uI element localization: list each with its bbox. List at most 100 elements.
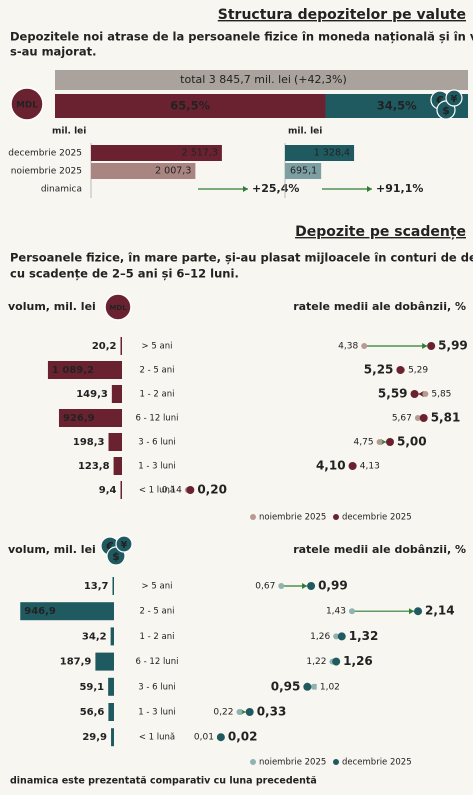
rate-label: 5,29 — [408, 366, 428, 376]
arrow-head — [367, 186, 372, 192]
volume-label: 926,9 — [63, 413, 95, 424]
rate-label: 0,95 — [271, 679, 301, 693]
volume-bar — [120, 481, 122, 499]
rate-label: 5,67 — [392, 414, 412, 424]
volume-bar — [120, 337, 122, 355]
volume-title: volum, mil. lei — [8, 300, 96, 313]
category-label: 1 - 2 ani — [140, 390, 175, 400]
currency-symbol: ¥ — [451, 94, 458, 105]
rate-dot — [307, 582, 316, 590]
volume-label: 9,4 — [99, 485, 117, 496]
rate-label: 0,22 — [213, 708, 233, 718]
arrow-head — [302, 583, 308, 589]
volume-label: 198,3 — [73, 437, 105, 448]
volume-label: 29,9 — [82, 732, 107, 743]
legend-dot — [333, 759, 339, 765]
row-label: noiembrie 2025 — [11, 167, 82, 177]
currency-symbol: € — [105, 540, 114, 553]
volume-bar — [113, 457, 122, 475]
category-label: < 1 lună — [139, 733, 175, 743]
rate-dot — [310, 683, 317, 690]
volume-bar — [108, 677, 114, 696]
rate-dot — [186, 486, 195, 494]
volume-label: 1 089,2 — [52, 365, 94, 376]
volume-bar — [108, 703, 114, 721]
volume-label: 187,9 — [60, 657, 92, 668]
volume-label: 149,3 — [76, 389, 108, 400]
rate-dot — [419, 414, 428, 422]
footnote: dinamica este prezentată comparativ cu l… — [10, 776, 317, 787]
rate-label: 2,14 — [425, 604, 455, 618]
bar — [91, 145, 222, 161]
rate-dot — [348, 608, 355, 615]
unit-label: mil. lei — [52, 127, 86, 137]
legend-label: noiembrie 2025 — [259, 513, 326, 523]
rate-dot — [278, 583, 285, 589]
bar — [285, 163, 322, 179]
rate-label: 1,43 — [326, 607, 346, 617]
volume-label: 123,8 — [78, 461, 110, 472]
bar-label: 695,1 — [290, 166, 317, 177]
bar — [285, 145, 355, 161]
rate-label: 0,01 — [194, 733, 214, 743]
subtitle: cu scadențe de 2–5 ani și 6–12 luni. — [10, 267, 239, 281]
arrow-head — [418, 391, 424, 397]
total-label: total 3 845,7 mil. lei — [180, 73, 291, 86]
rate-dot — [414, 415, 421, 421]
bar-label: 2 007,3 — [155, 166, 191, 177]
category-label: > 5 ani — [142, 342, 173, 352]
rate-label: 5,00 — [397, 435, 427, 449]
rate-dot — [361, 343, 368, 349]
volume-bar — [110, 627, 114, 646]
unit-label: mil. lei — [288, 127, 322, 137]
category-label: 2 - 5 ani — [140, 366, 175, 376]
category-label: 2 - 5 ani — [140, 607, 175, 617]
arrow-head — [422, 343, 428, 349]
rate-label: 0,99 — [318, 579, 348, 593]
legend-dot — [250, 514, 256, 520]
row-label: decembrie 2025 — [8, 149, 82, 159]
dynamics-label: +91,1% — [376, 182, 423, 195]
rates-title: ratele medii ale dobânzii, % — [293, 300, 466, 313]
rate-dot — [422, 391, 429, 397]
rate-label: 4,13 — [360, 462, 380, 472]
rate-dot — [245, 708, 254, 716]
rate-label: 0,67 — [255, 582, 275, 592]
currency-symbol: $ — [442, 104, 450, 117]
rate-label: 1,26 — [310, 632, 330, 642]
subtitle: Persoanele fizice, în mare parte, și-au … — [10, 251, 473, 265]
rate-label: 1,26 — [343, 654, 373, 668]
category-label: < 1 lună — [139, 486, 175, 496]
volume-bar — [112, 577, 114, 595]
rate-label: 4,10 — [316, 459, 346, 473]
legend-dot — [333, 514, 339, 520]
section-title: Structura depozitelor pe valute — [218, 7, 466, 23]
mdl-badge — [10, 87, 44, 121]
rate-dot — [427, 342, 436, 350]
share-bar — [55, 94, 326, 118]
rate-dot — [348, 462, 357, 470]
category-label: 1 - 3 luni — [138, 462, 176, 472]
rate-dot — [303, 682, 312, 691]
total-bar — [55, 70, 468, 90]
rate-dot — [332, 657, 341, 666]
legend-label: decembrie 2025 — [342, 513, 412, 523]
rate-dot — [396, 366, 405, 374]
arrow-head — [243, 186, 248, 192]
rate-label: 5,25 — [364, 363, 394, 377]
volume-label: 34,2 — [82, 631, 107, 642]
subtitle: s-au majorat. — [10, 45, 96, 59]
dynamics-label: +25,4% — [252, 182, 299, 195]
rate-label: 1,32 — [349, 629, 379, 643]
bar-label: 1 328,4 — [314, 148, 350, 159]
currency-symbol: $ — [112, 550, 120, 563]
volume-title: volum, mil. lei — [8, 543, 96, 556]
rate-dot — [410, 390, 419, 398]
currency-symbol: ¥ — [121, 540, 128, 551]
rate-dot — [333, 633, 340, 640]
currency-coin — [115, 535, 133, 553]
arrow-head — [381, 439, 386, 445]
